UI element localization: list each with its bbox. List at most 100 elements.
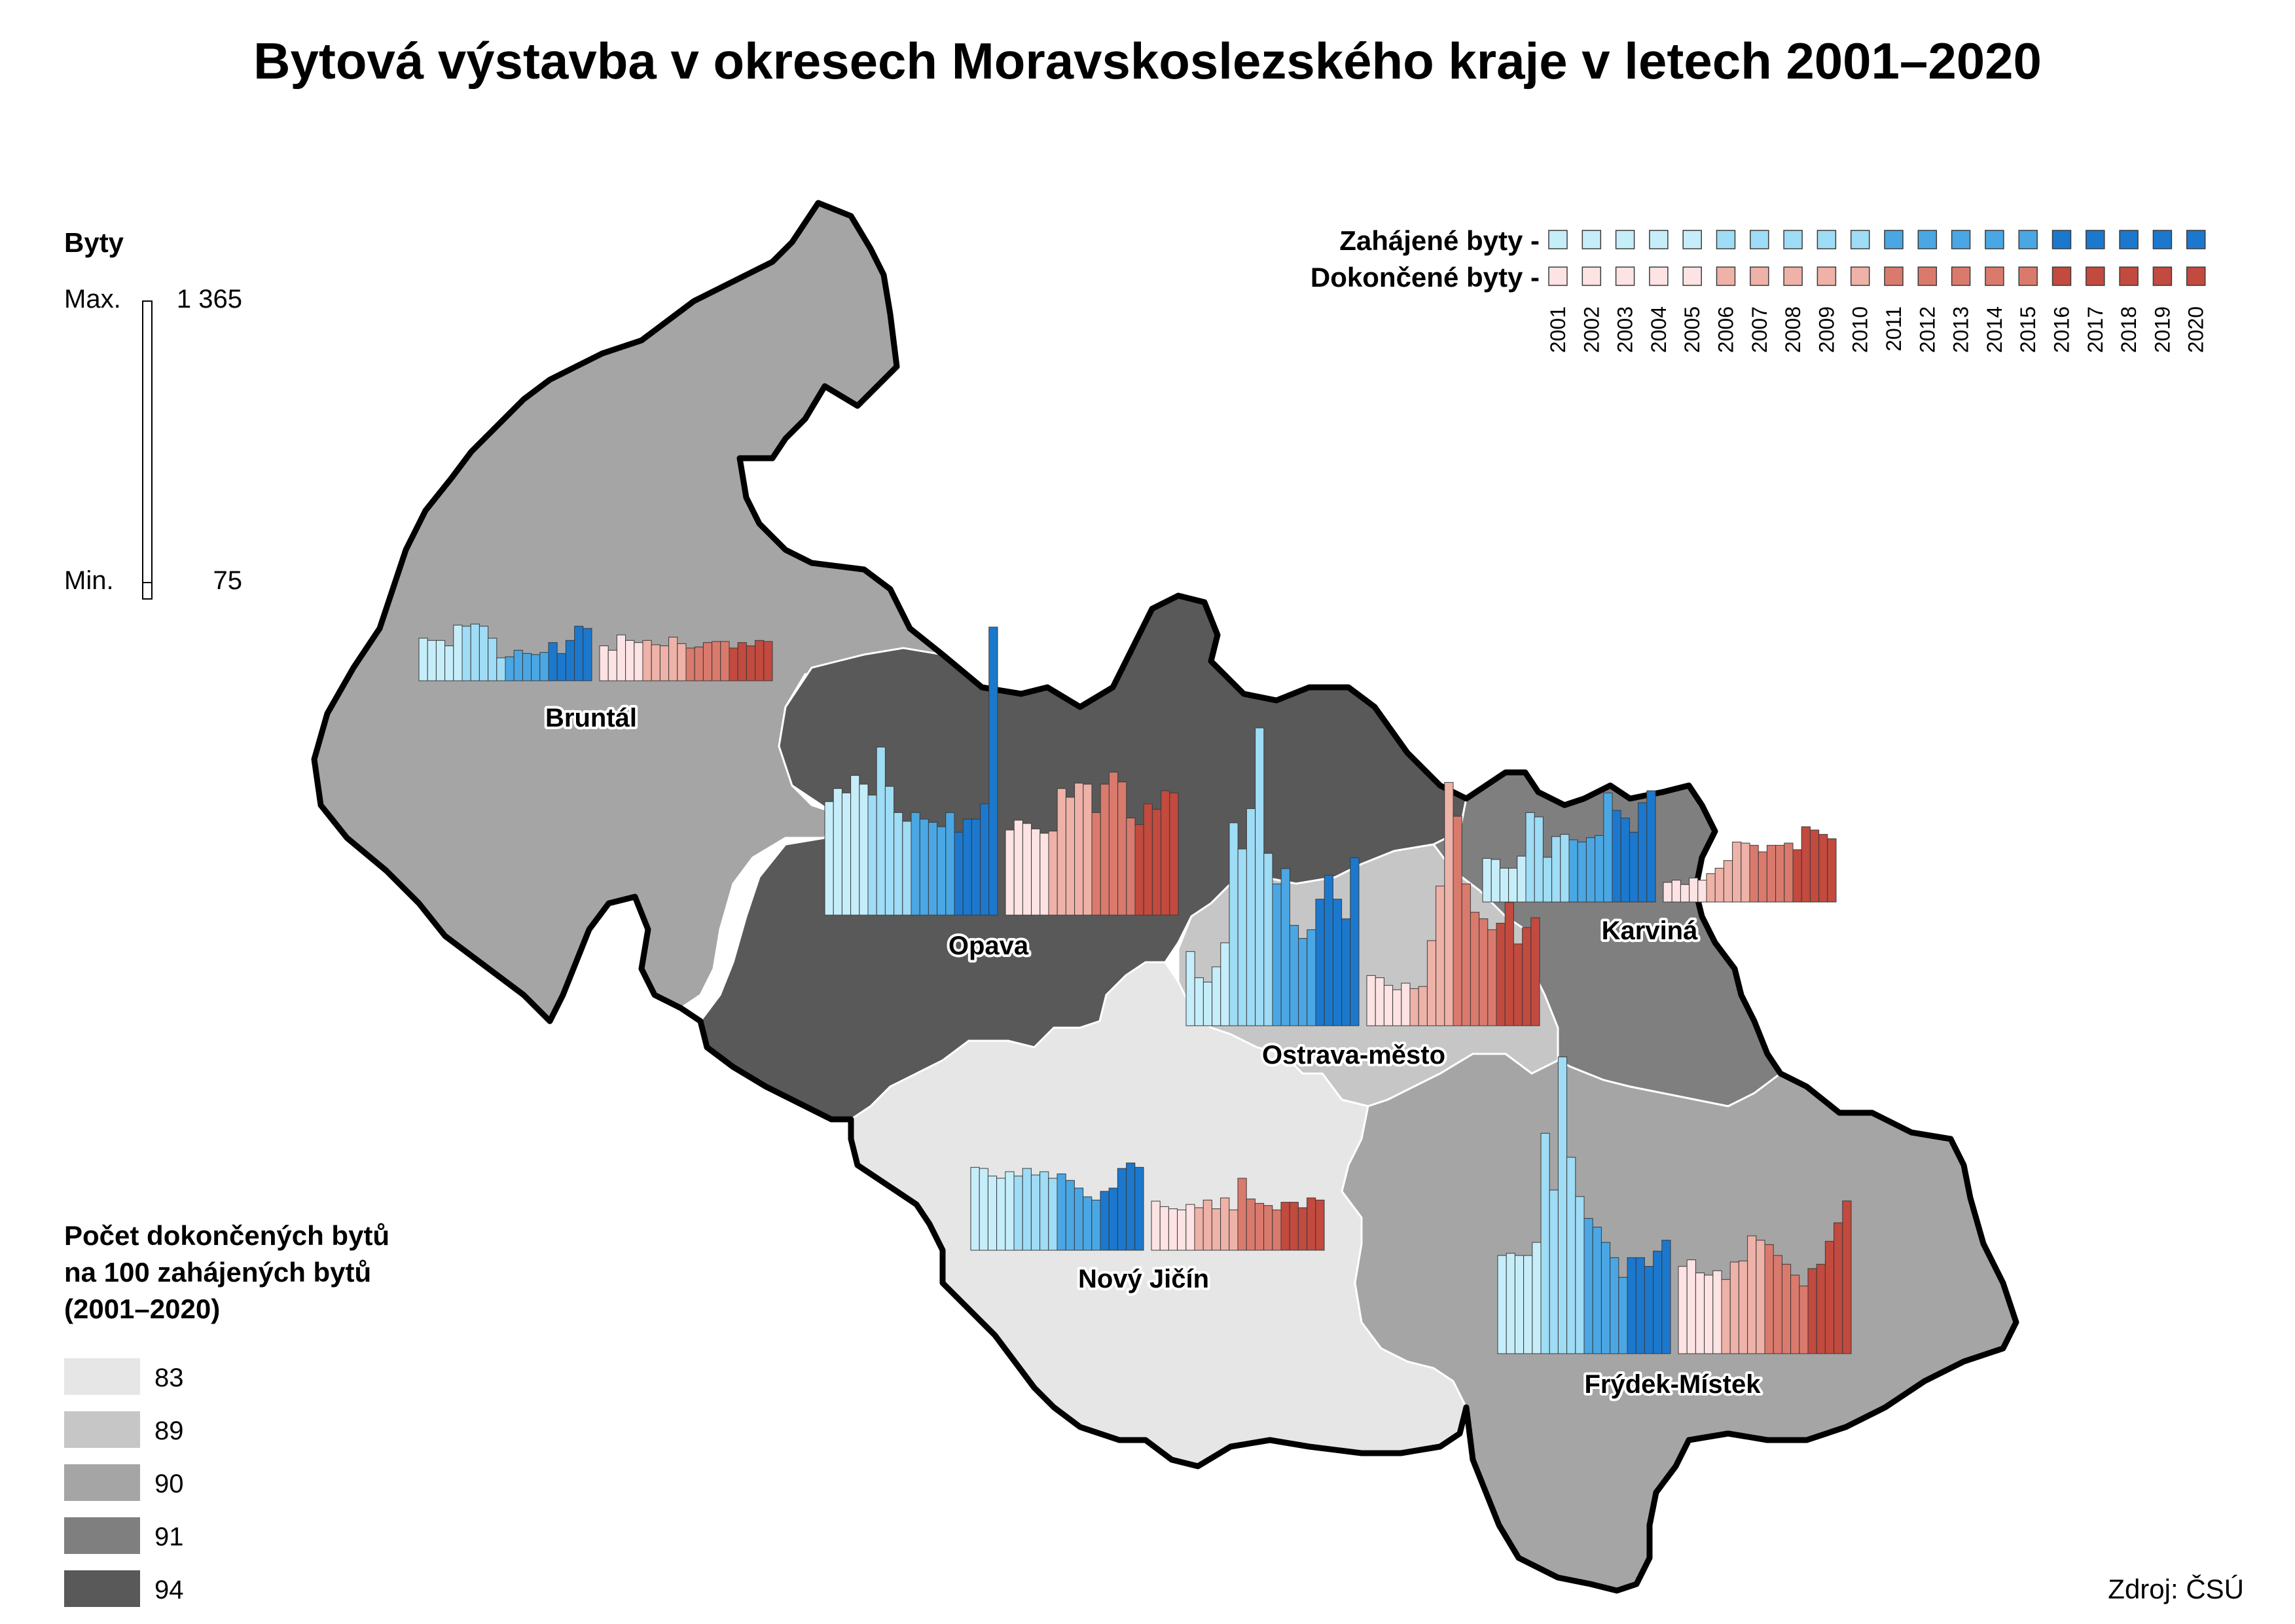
- started-bar: [1497, 1255, 1507, 1354]
- region-border: [311, 200, 2019, 1594]
- size-legend-max-value: 1 365: [177, 285, 242, 314]
- choropleth-heading-line-2: na 100 zahájených bytů: [64, 1257, 371, 1288]
- completed-bar: [1272, 1209, 1282, 1251]
- district-label: Nový Jičín: [1078, 1265, 1209, 1293]
- choropleth-class-swatch: [64, 1517, 140, 1554]
- size-legend: Byty Max. 1 365 Min. 75: [64, 227, 243, 600]
- legend-completed-swatch: [2152, 266, 2173, 286]
- started-bar: [824, 801, 834, 916]
- legend-started-swatch: [1951, 230, 1971, 249]
- legend-completed-swatch: [1548, 266, 1568, 286]
- completed-bar: [1100, 784, 1110, 916]
- legend-year-label: 2019: [2150, 306, 2174, 353]
- chart-opava: Opava: [824, 626, 1179, 963]
- started-bar: [1100, 1191, 1110, 1251]
- legend-started-swatch: [2186, 230, 2206, 249]
- choropleth-class-swatch: [64, 1570, 140, 1607]
- legend-swatches: 2001 2002 2003 2004 2005 2006 2007 2008 2009 2010…: [1546, 230, 2208, 353]
- started-bar: [1065, 1180, 1075, 1251]
- started-bar: [1315, 899, 1325, 1026]
- started-bar: [1263, 853, 1273, 1026]
- started-bar: [1585, 837, 1596, 903]
- completed-bar: [1048, 831, 1058, 916]
- started-bar: [962, 818, 972, 916]
- started-bar: [1508, 867, 1518, 903]
- page-title: Bytová výstavba v okresech Moravskoslezs…: [253, 32, 2042, 90]
- legend-completed-swatch: [1850, 266, 1870, 286]
- started-bar: [841, 792, 852, 916]
- choropleth-class-swatch: [64, 1411, 140, 1448]
- completed-bar: [1686, 1259, 1696, 1354]
- completed-bar: [1202, 1199, 1212, 1251]
- started-bar: [1557, 1056, 1568, 1354]
- started-bar: [884, 785, 895, 916]
- completed-bar: [1039, 833, 1049, 916]
- legend-completed-swatch: [1581, 266, 1602, 286]
- legend-completed-swatch: [1649, 266, 1669, 286]
- legend-completed-label: Dokončené byty -: [1310, 262, 1540, 293]
- completed-bar: [1126, 818, 1136, 916]
- started-bar: [1237, 848, 1247, 1026]
- started-bar: [1523, 1255, 1533, 1354]
- legend-year-label: 2011: [1882, 306, 1906, 352]
- completed-bar: [737, 642, 747, 681]
- legend-started-swatch: [2152, 230, 2173, 249]
- completed-bar: [1678, 1266, 1688, 1354]
- choropleth-heading-line-3: (2001–2020): [64, 1293, 220, 1324]
- started-bar: [1117, 1168, 1127, 1251]
- completed-bar: [1818, 834, 1828, 903]
- completed-bar: [1263, 1205, 1273, 1251]
- completed-bar: [1721, 1279, 1731, 1354]
- completed-bar: [1013, 820, 1023, 916]
- started-bar: [1646, 790, 1656, 903]
- completed-bar: [1005, 829, 1015, 916]
- legend-completed-swatch: [1985, 266, 2004, 286]
- choropleth-class-value: 94: [154, 1576, 184, 1604]
- legend-started-swatch: [1682, 230, 1702, 249]
- completed-bar: [1375, 977, 1384, 1026]
- size-legend-max-label: Max.: [64, 285, 121, 314]
- completed-bar: [677, 643, 687, 681]
- started-bar: [1074, 1187, 1084, 1251]
- legend-year-label: 2017: [2084, 306, 2107, 353]
- completed-bar: [755, 640, 765, 681]
- chart-karvin-: Karviná: [1482, 790, 1837, 948]
- started-bar: [1534, 816, 1544, 903]
- legend-completed-swatch: [2018, 266, 2038, 286]
- started-bar: [833, 788, 842, 916]
- completed-bar: [1773, 1255, 1782, 1354]
- completed-bar: [1470, 912, 1480, 1026]
- legend-started-swatch: [1816, 230, 1837, 249]
- completed-bar: [1756, 1240, 1765, 1354]
- legend-year-label: 2013: [1949, 306, 1973, 353]
- completed-bar: [1366, 975, 1376, 1026]
- completed-bar: [1834, 1222, 1843, 1354]
- completed-bar: [1177, 1209, 1187, 1251]
- legend-completed-swatch: [1951, 266, 1971, 286]
- district-label: Karviná: [1602, 916, 1698, 945]
- started-bar: [1549, 1189, 1559, 1354]
- legend-started-swatch: [1649, 230, 1669, 249]
- legend-year-label: 2001: [1546, 306, 1570, 353]
- legend-year-label: 2010: [1849, 306, 1872, 353]
- started-bar: [444, 645, 454, 681]
- started-bar: [1039, 1171, 1049, 1251]
- completed-bar: [1827, 838, 1837, 903]
- started-bar: [1595, 835, 1604, 903]
- completed-bar: [1732, 841, 1742, 903]
- started-bar: [556, 653, 566, 681]
- size-legend-min-value: 75: [213, 566, 243, 595]
- completed-bar: [668, 636, 678, 681]
- started-bar: [1185, 951, 1195, 1026]
- started-bar: [1491, 859, 1500, 903]
- started-bar: [1202, 981, 1213, 1026]
- completed-bar: [1065, 797, 1075, 916]
- completed-bar: [1712, 1270, 1722, 1354]
- started-bar: [1482, 857, 1492, 903]
- completed-bar: [1246, 1199, 1256, 1251]
- started-bar: [1551, 836, 1561, 903]
- completed-bar: [729, 647, 738, 681]
- started-bar: [513, 649, 523, 681]
- legend-year-label: 2014: [1983, 306, 2006, 353]
- completed-bar: [1807, 1268, 1817, 1354]
